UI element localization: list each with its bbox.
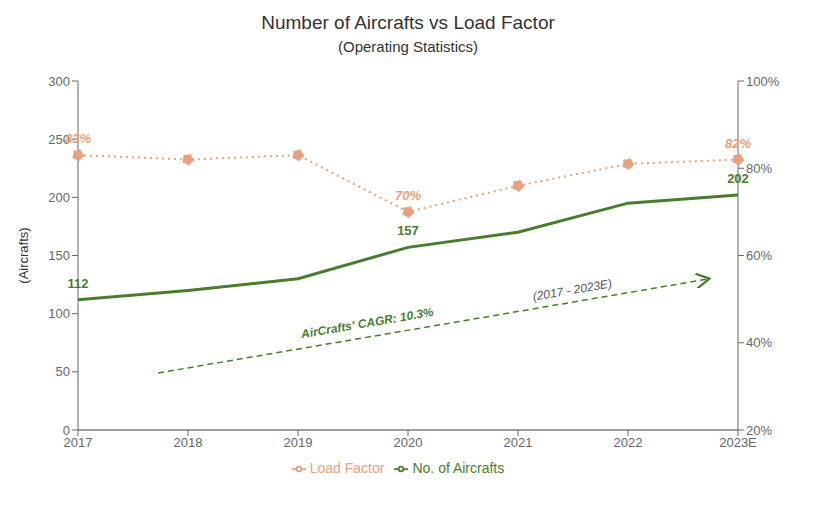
html-text:No. of Aircrafts: No. of Aircrafts — [412, 460, 505, 476]
html-text:Number of Aircrafts vs Load Fa: Number of Aircrafts vs Load Factor — [261, 12, 555, 33]
svg-text:157: 157 — [397, 223, 419, 238]
html-text:Load Factor: Load Factor — [309, 460, 385, 476]
svg-text:250: 250 — [48, 131, 70, 147]
svg-text:2018: 2018 — [174, 435, 203, 450]
svg-text:150: 150 — [48, 248, 70, 263]
svg-text:83%: 83% — [65, 131, 91, 146]
svg-text:2017: 2017 — [63, 435, 93, 451]
svg-text:100%: 100% — [746, 74, 780, 89]
svg-text:2021: 2021 — [504, 435, 533, 450]
svg-text:200: 200 — [48, 190, 70, 205]
svg-text:50: 50 — [56, 364, 70, 379]
svg-text:82%: 82% — [725, 136, 751, 151]
svg-text:300: 300 — [48, 74, 70, 89]
svg-text:AirCrafts' CAGR: 10.3%: AirCrafts' CAGR: 10.3% — [299, 305, 435, 342]
svg-text:202: 202 — [727, 171, 749, 186]
svg-text:0: 0 — [63, 423, 70, 438]
svg-text:2023E: 2023E — [719, 435, 757, 451]
svg-text:100: 100 — [48, 306, 70, 321]
svg-text:(Aircrafts): (Aircrafts) — [16, 227, 31, 283]
svg-text:70%: 70% — [395, 188, 421, 203]
svg-text:20%: 20% — [746, 423, 772, 438]
svg-text:(2017 - 2023E): (2017 - 2023E) — [532, 276, 613, 303]
svg-text:112: 112 — [68, 276, 89, 291]
svg-text:60%: 60% — [746, 248, 772, 263]
svg-text:2019: 2019 — [284, 435, 313, 450]
svg-text:2020: 2020 — [394, 435, 423, 450]
html-text:(Operating Statistics): (Operating Statistics) — [338, 38, 478, 55]
svg-text:80%: 80% — [746, 161, 772, 176]
svg-text:2022: 2022 — [614, 435, 643, 450]
svg-text:40%: 40% — [746, 335, 772, 350]
